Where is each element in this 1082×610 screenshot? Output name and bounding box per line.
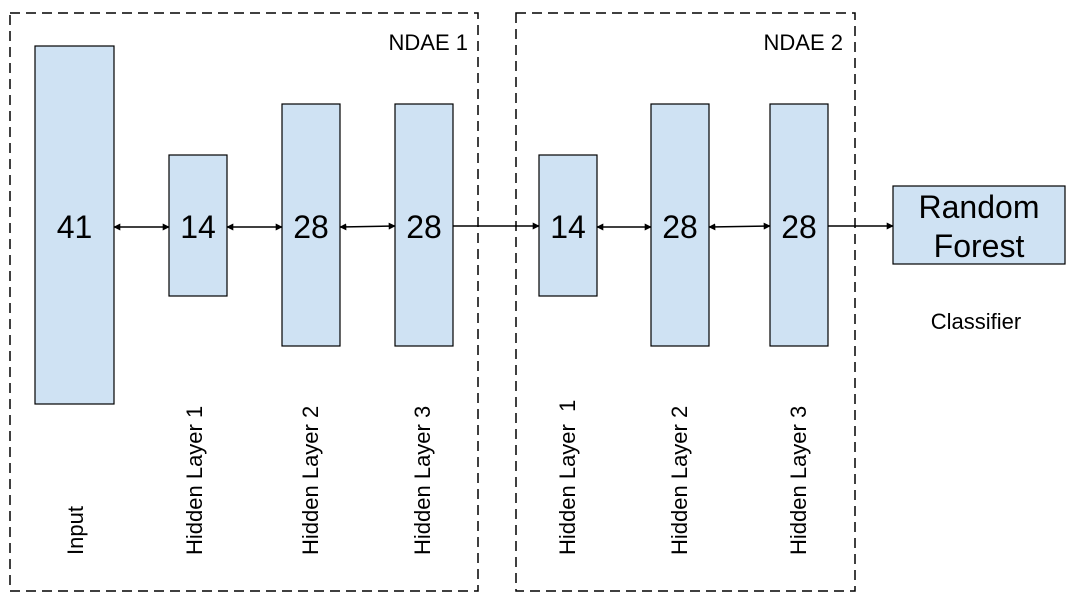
classifier-label: Classifier [931, 309, 1021, 334]
input-layer-size: 41 [57, 209, 93, 245]
input-label: Input [63, 506, 88, 555]
ndae1-hidden-layer-3-label: Hidden Layer 3 [410, 406, 435, 555]
ndae1-hidden-layer-2-label: Hidden Layer 2 [298, 406, 323, 555]
ndae-2-title: NDAE 2 [764, 30, 843, 55]
connector-h2-h3 [339, 222, 396, 231]
ndae1-hidden-layer-1-size: 14 [180, 209, 216, 245]
ndae2-hidden-layer-3-box [769, 103, 829, 347]
input-layer-box [34, 45, 115, 405]
ndae1-hidden-layer-1-box [168, 154, 228, 297]
random-forest-box [892, 185, 1066, 265]
ndae2-hidden-layer-2-label: Hidden Layer 2 [667, 406, 692, 555]
connector-ndae2-h2-h3 [708, 222, 771, 231]
ndae-1-title: NDAE 1 [389, 30, 468, 55]
ndae1-hidden-layer-2-size: 28 [293, 209, 329, 245]
ndae2-hidden-layer-3-label: Hidden Layer 3 [786, 406, 811, 555]
ndae2-hidden-layer-1-size: 14 [550, 209, 586, 245]
ndae-2-group [515, 12, 856, 592]
ndae-1-group [9, 12, 479, 592]
ndae1-hidden-layer-3-size: 28 [406, 209, 442, 245]
random-forest-line-1: Random [919, 189, 1040, 225]
random-forest-line-2: Forest [934, 228, 1025, 264]
ndae2-hidden-layer-2-box [650, 103, 710, 347]
ndae1-hidden-layer-1-label: Hidden Layer 1 [182, 406, 207, 555]
ndae2-hidden-layer-1-label: Hidden Layer 1 [555, 400, 580, 555]
ndae2-hidden-layer-2-size: 28 [662, 209, 698, 245]
ndae2-hidden-layer-3-size: 28 [781, 209, 817, 245]
